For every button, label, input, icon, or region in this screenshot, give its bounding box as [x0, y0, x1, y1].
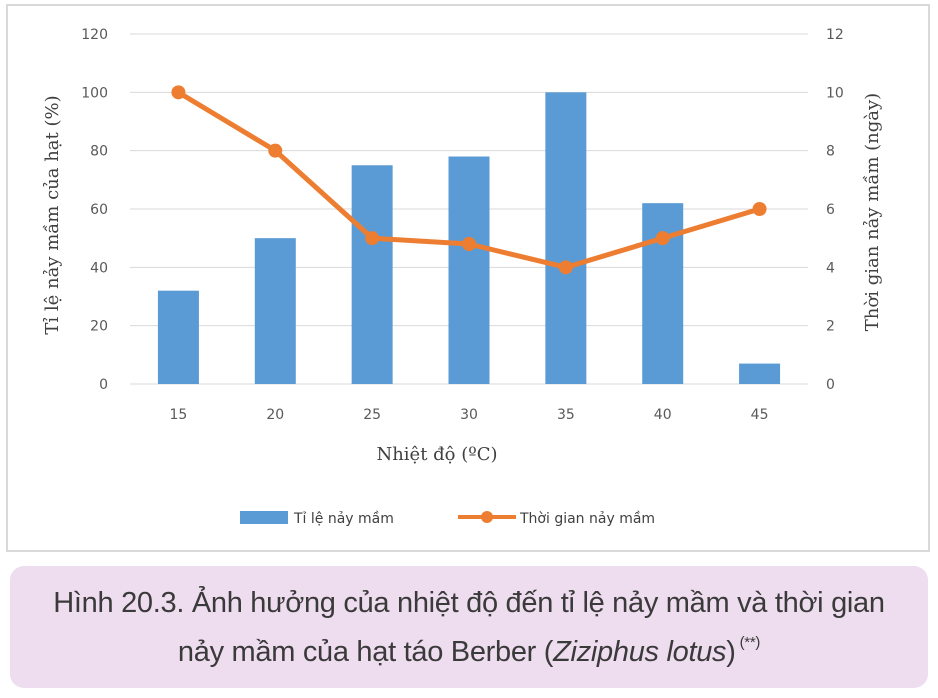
combo-chart: 0 0 20 2 40 4 60 6 80 8 100 10 120 12 15 20 25 30 35 40 45 N… — [42, 27, 883, 527]
x-tick-label: 30 — [460, 407, 478, 423]
legend-swatch-marker — [481, 511, 493, 523]
bar — [545, 92, 587, 384]
bar — [739, 363, 781, 384]
bar — [254, 238, 296, 384]
y-right-tick-label: 4 — [826, 260, 835, 276]
figure-caption: Hình 20.3. Ảnh hưởng của nhiệt độ đến tỉ… — [10, 566, 928, 688]
y-left-tick-label: 0 — [99, 377, 108, 393]
line-point — [558, 260, 573, 275]
legend-label-line: Thời gian nảy mầm — [519, 511, 655, 527]
y-right-tick-label: 10 — [826, 85, 844, 101]
legend: Tỉ lệ nảy mầm Thời gian nảy mầm — [240, 511, 655, 527]
caption-line-1: Hình 20.3. Ảnh hưởng của nhiệt độ đến tỉ… — [53, 586, 885, 619]
legend-swatch-bars — [240, 511, 288, 524]
caption-note: (**) — [739, 633, 761, 651]
line-point — [655, 231, 670, 246]
line-point — [171, 85, 186, 100]
x-tick-label: 35 — [557, 407, 575, 423]
y-right-tick-label: 8 — [826, 144, 835, 160]
line-series — [171, 85, 767, 275]
line-point — [752, 202, 767, 216]
bar — [448, 156, 490, 384]
x-tick-label: 25 — [363, 407, 381, 423]
gridlines — [130, 33, 808, 385]
caption-text-end: ) — [726, 635, 736, 668]
line-point — [462, 237, 476, 251]
y-left-tick-label: 80 — [90, 144, 108, 160]
y-right-tick-label: 2 — [826, 319, 835, 335]
y-right-tick-label: 0 — [826, 377, 835, 393]
x-tick-label: 20 — [266, 407, 284, 423]
bar-series — [157, 92, 781, 384]
line-point — [268, 143, 283, 158]
y-left-tick-label: 100 — [81, 85, 108, 101]
y-axis-right-title: Thời gian nảy mầm (ngày) — [862, 93, 883, 331]
y-left-tick-label: 120 — [81, 27, 108, 43]
x-tick-label: 15 — [170, 407, 188, 423]
y-left-tick-label: 20 — [90, 319, 108, 335]
legend-label-bars: Tỉ lệ nảy mầm — [293, 511, 394, 527]
x-tick-label: 45 — [751, 407, 769, 423]
tick-labels: 0 0 20 2 40 4 60 6 80 8 100 10 120 12 15 20 25 30 35 40 45 — [81, 27, 844, 423]
x-axis-title: Nhiệt độ (ºC) — [376, 444, 497, 465]
y-left-tick-label: 60 — [90, 202, 108, 218]
y-axis-left-title: Tỉ lệ nảy mầm của hạt (%) — [42, 95, 63, 334]
species-name: Ziziphus lotus — [553, 635, 727, 668]
bar — [157, 290, 199, 384]
bar — [642, 203, 684, 384]
x-tick-label: 40 — [654, 407, 672, 423]
line-point — [365, 231, 380, 246]
bar — [351, 165, 393, 384]
y-right-tick-label: 12 — [826, 27, 844, 43]
y-right-tick-label: 6 — [826, 202, 835, 218]
caption-text: nảy mầm của hạt táo Berber ( — [177, 635, 554, 668]
y-left-tick-label: 40 — [90, 260, 108, 276]
caption-line-2: nảy mầm của hạt táo Berber (Ziziphus lot… — [178, 623, 760, 672]
